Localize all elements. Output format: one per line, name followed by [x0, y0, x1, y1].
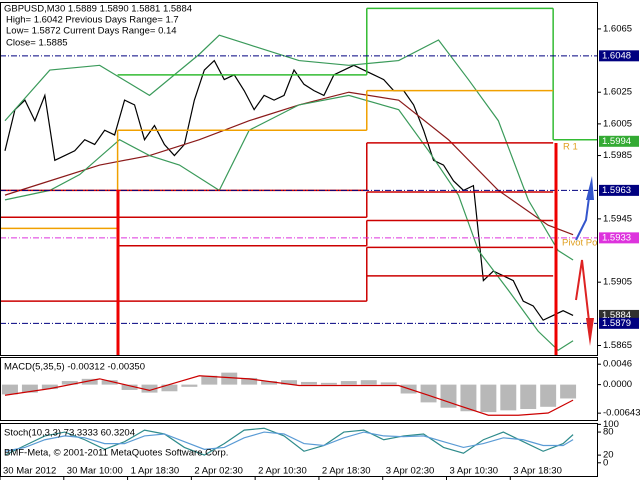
series-line [4, 375, 574, 416]
y-tick-label: 1.5865 [603, 340, 632, 351]
histogram-bar [320, 382, 337, 385]
pivot-markers [116, 143, 594, 355]
histogram-bar [281, 380, 298, 385]
series-line [4, 34, 574, 261]
series-line [4, 59, 574, 321]
y-tick-label: 1.5985 [603, 150, 632, 161]
x-tick-label: 2 Apr 02:30 [194, 466, 243, 477]
y-tick-label: 1.6025 [603, 87, 632, 98]
histogram-bar [221, 372, 238, 385]
price-label: 1.5994 [602, 136, 631, 147]
histogram-bar [121, 384, 138, 390]
x-tick-label: 30 Mar 10:00 [67, 466, 123, 477]
price-label-box [599, 50, 639, 62]
level-label: Pivot Po [562, 238, 597, 249]
histogram-bar [81, 378, 98, 385]
y-tick-label: 20 [603, 450, 614, 461]
pane-frame [0, 2, 598, 356]
y-tick-label: 0.0046 [603, 359, 632, 370]
x-tick-label: 30 Mar 2012 [3, 466, 56, 477]
histogram-bar [440, 384, 457, 408]
y-tick-label: 1.6065 [603, 23, 632, 34]
red-arrow-line [575, 259, 591, 331]
histogram-bar [21, 384, 38, 393]
x-tick-label: 3 Apr 18:30 [513, 466, 562, 477]
info-line: Low= 1.5872 Current Days Range= 0.14 [6, 26, 177, 37]
blue-arrow [586, 176, 594, 200]
histogram-bar [460, 384, 477, 412]
histogram-bar [201, 375, 218, 385]
histogram-bar [520, 384, 537, 410]
footer: BMF-Meta, © 2001-2011 MetaQuotes Softwar… [4, 448, 228, 459]
price-label: 1.5879 [602, 318, 631, 329]
y-tick-label: 1.6005 [603, 118, 632, 129]
y-tick-label: 0 [603, 457, 608, 468]
histogram-bar [380, 382, 397, 385]
histogram-bar [540, 384, 557, 407]
y-tick-label: 100 [603, 419, 619, 430]
series-line [4, 427, 574, 456]
price-label: 1.5884 [602, 310, 631, 321]
series-line [4, 94, 574, 352]
y-tick-label: 80 [603, 427, 614, 438]
price-label-box [599, 309, 639, 321]
pane-frame [0, 423, 598, 477]
indicator-title: MACD(5,35,5) -0.00312 -0.00350 [4, 362, 145, 373]
histogram-bar [360, 380, 377, 385]
histogram-bar [41, 384, 58, 390]
price-pane [0, 7, 598, 352]
info-line: Close= 1.5885 [6, 38, 68, 49]
pane-frame [0, 357, 598, 421]
histogram-bar [161, 384, 178, 392]
x-tick-label: 1 Apr 18:30 [131, 466, 180, 477]
stoch-pane [4, 427, 574, 456]
series-line [4, 431, 574, 452]
histogram-bar [420, 384, 437, 403]
histogram-bar [480, 384, 497, 413]
info-line: High= 1.6042 Previous Days Range= 1.7 [6, 15, 179, 26]
indicator-title: Stoch(10,3,3) 73.3333 60.3204 [4, 428, 135, 439]
y-tick-label: 0.0000 [603, 379, 632, 390]
price-label-box [599, 317, 639, 329]
x-tick-label: 2 Apr 18:30 [322, 466, 371, 477]
histogram-bar [300, 381, 317, 385]
x-tick-label: 3 Apr 10:30 [450, 466, 499, 477]
histogram-bar [141, 384, 158, 393]
price-label-box [599, 232, 639, 244]
price-label-box [599, 135, 639, 147]
histogram-bar [61, 381, 78, 385]
histogram-bar [500, 384, 517, 411]
histogram-bar [340, 381, 357, 385]
price-label: 1.6048 [602, 50, 631, 61]
red-arrow [586, 318, 594, 346]
price-label: 1.5963 [602, 185, 631, 196]
chart-title: GBPUSD,M30 1.5889 1.5890 1.5881 1.5884 [4, 4, 192, 15]
price-label: 1.5933 [602, 232, 631, 243]
histogram-bar [101, 380, 118, 385]
histogram-bar [1, 384, 18, 395]
price-label-box [599, 184, 639, 196]
x-tick-label: 2 Apr 10:30 [258, 466, 307, 477]
histogram-bar [261, 381, 278, 385]
y-tick-label: 1.5945 [603, 213, 632, 224]
histogram-bar [241, 377, 258, 385]
macd-pane [1, 372, 577, 416]
histogram-bar [560, 384, 577, 399]
level-label: R 1 [563, 142, 578, 153]
y-tick-label: 1.5905 [603, 277, 632, 288]
x-tick-label: 3 Apr 02:30 [386, 466, 435, 477]
histogram-bar [181, 384, 198, 387]
y-tick-label: -0.00643 [603, 408, 640, 419]
